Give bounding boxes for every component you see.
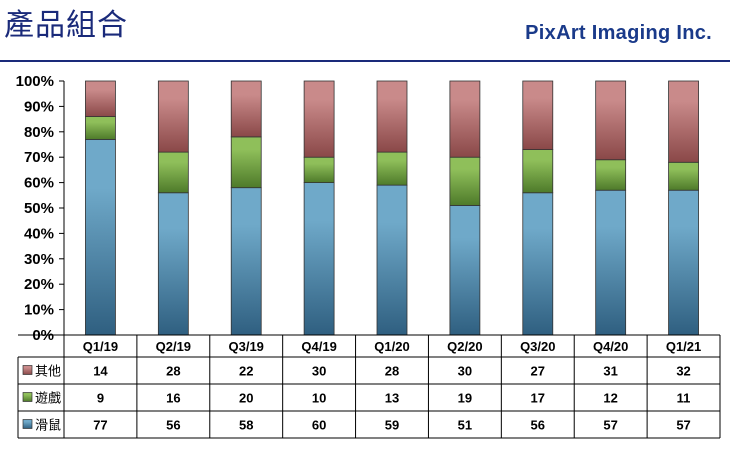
bar-mouse (595, 189, 627, 336)
bar-mouse (85, 139, 116, 336)
bar-other (522, 80, 554, 150)
bar-mouse (522, 192, 554, 336)
x-tick-label: Q2/19 (156, 339, 191, 354)
bar-other (230, 80, 262, 138)
legend-label: 滑鼠 (35, 419, 61, 434)
data-label: 28 (166, 364, 180, 379)
bar-game (522, 149, 554, 194)
data-label: 77 (93, 418, 107, 433)
data-label: 56 (531, 418, 545, 433)
y-tick-label: 20% (24, 276, 54, 293)
x-tick-label: Q1/19 (83, 339, 118, 354)
data-label: 30 (312, 364, 326, 379)
data-label: 16 (166, 391, 180, 406)
page-title: 產品組合 (4, 8, 128, 43)
data-label: 58 (239, 418, 253, 433)
bar-other (303, 80, 335, 158)
bar-other (449, 80, 481, 158)
data-label: 56 (166, 418, 180, 433)
data-label: 13 (385, 391, 399, 406)
y-tick-label: 40% (24, 225, 54, 242)
data-label: 51 (458, 418, 472, 433)
data-label: 60 (312, 418, 326, 433)
legend-key-game (22, 392, 33, 402)
bar-game (449, 156, 481, 206)
bar-game (595, 159, 627, 191)
x-tick-label: Q3/19 (229, 339, 264, 354)
data-label: 32 (676, 364, 690, 379)
bar-game (303, 156, 335, 183)
data-label: 10 (312, 391, 326, 406)
data-label: 30 (458, 364, 472, 379)
data-label: 14 (93, 364, 108, 379)
y-tick-label: 60% (24, 175, 54, 192)
bar-mouse (230, 187, 262, 336)
company-logo: PixArt Imaging Inc. (525, 22, 712, 44)
x-tick-label: Q1/21 (666, 339, 701, 354)
bar-other (668, 80, 699, 163)
data-label: 57 (676, 418, 690, 433)
y-tick-label: 100% (16, 73, 54, 90)
bar-mouse (157, 192, 189, 336)
y-tick-label: 50% (24, 200, 54, 217)
bar-game (230, 136, 262, 189)
x-tick-label: Q3/20 (520, 339, 555, 354)
legend-label: 其他 (35, 365, 61, 380)
data-label: 28 (385, 364, 399, 379)
bar-game (376, 151, 408, 186)
data-label: 27 (531, 364, 545, 379)
data-label: 57 (603, 418, 617, 433)
bar-other (376, 80, 408, 153)
x-tick-label: Q1/20 (374, 339, 409, 354)
y-tick-label: 30% (24, 251, 54, 268)
y-tick-label: 90% (24, 98, 54, 115)
data-label: 11 (677, 391, 691, 406)
data-label: 9 (97, 391, 104, 406)
bar-other (85, 80, 116, 117)
bar-game (668, 161, 699, 191)
data-label: 19 (458, 391, 472, 406)
bar-game (85, 116, 116, 140)
y-tick-label: 80% (24, 124, 54, 141)
bar-mouse (449, 205, 481, 336)
data-label: 20 (239, 391, 253, 406)
bar-other (157, 80, 189, 153)
title-divider (0, 60, 730, 62)
y-tick-label: 10% (24, 302, 54, 319)
x-tick-label: Q4/19 (301, 339, 336, 354)
data-label: 59 (385, 418, 399, 433)
bar-mouse (668, 189, 699, 336)
data-label: 22 (239, 364, 253, 379)
legend-key-other (22, 365, 33, 375)
y-tick-label: 70% (24, 149, 54, 166)
data-label: 12 (603, 391, 617, 406)
legend-label: 遊戲 (35, 392, 61, 407)
data-label: 31 (603, 364, 617, 379)
bar-mouse (303, 182, 335, 336)
x-tick-label: Q4/20 (593, 339, 628, 354)
bar-game (157, 151, 189, 194)
legend-key-mouse (22, 419, 33, 429)
bar-other (595, 80, 627, 161)
x-tick-label: Q2/20 (447, 339, 482, 354)
bar-mouse (376, 184, 408, 336)
data-label: 17 (531, 391, 545, 406)
